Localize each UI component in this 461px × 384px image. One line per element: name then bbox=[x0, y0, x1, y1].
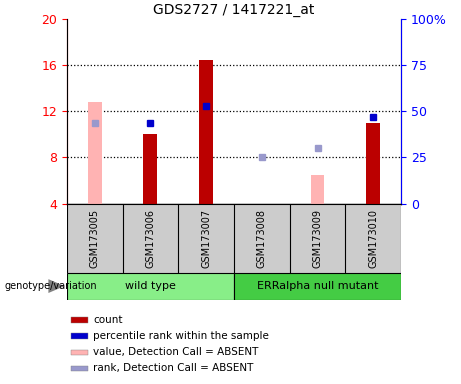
Text: GSM173006: GSM173006 bbox=[145, 209, 155, 268]
Text: GSM173008: GSM173008 bbox=[257, 209, 267, 268]
Text: GSM173009: GSM173009 bbox=[313, 209, 323, 268]
Bar bbox=[199, 60, 213, 204]
Text: GSM173007: GSM173007 bbox=[201, 209, 211, 268]
Bar bbox=[71, 366, 88, 371]
Text: wild type: wild type bbox=[125, 281, 176, 291]
Bar bbox=[71, 349, 88, 355]
Text: count: count bbox=[93, 315, 123, 325]
Text: rank, Detection Call = ABSENT: rank, Detection Call = ABSENT bbox=[93, 364, 254, 374]
Title: GDS2727 / 1417221_at: GDS2727 / 1417221_at bbox=[153, 3, 315, 17]
Text: GSM173010: GSM173010 bbox=[368, 209, 378, 268]
Polygon shape bbox=[48, 279, 65, 293]
Bar bbox=[234, 273, 401, 300]
Bar bbox=[311, 175, 325, 204]
Text: ERRalpha null mutant: ERRalpha null mutant bbox=[257, 281, 378, 291]
Bar bbox=[366, 123, 380, 204]
Text: genotype/variation: genotype/variation bbox=[5, 281, 97, 291]
Bar bbox=[67, 273, 234, 300]
Text: percentile rank within the sample: percentile rank within the sample bbox=[93, 331, 269, 341]
Text: value, Detection Call = ABSENT: value, Detection Call = ABSENT bbox=[93, 348, 259, 358]
Bar bbox=[71, 333, 88, 339]
Bar bbox=[71, 318, 88, 323]
Text: GSM173005: GSM173005 bbox=[90, 209, 100, 268]
Bar bbox=[143, 134, 157, 204]
Bar bbox=[88, 102, 102, 204]
